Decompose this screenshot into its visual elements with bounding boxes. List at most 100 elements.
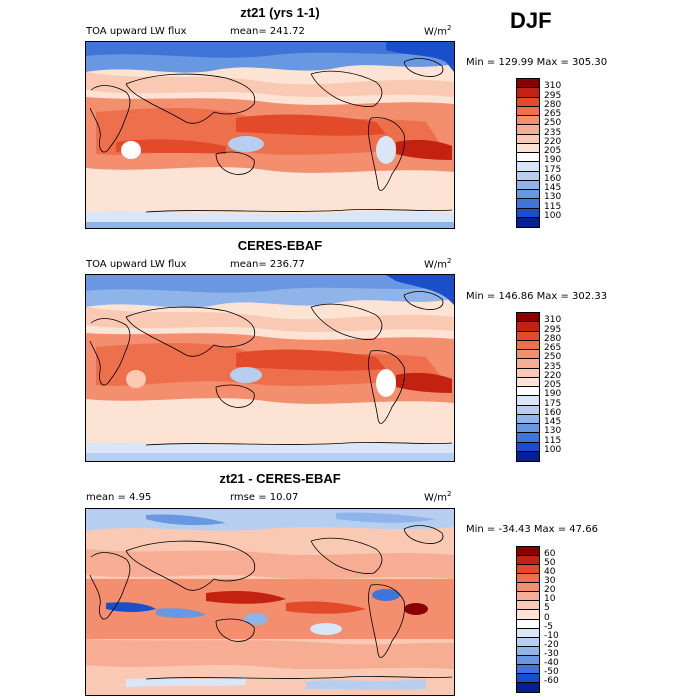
colorbar-swatch: [516, 142, 540, 153]
colorbar-label: 220: [544, 136, 562, 147]
colorbar-label: 220: [544, 370, 562, 381]
colorbar-swatch: [516, 312, 540, 323]
colorbar-swatch: [516, 367, 540, 378]
colorbar-label: 160: [544, 407, 562, 418]
panel2-title: CERES-EBAF: [237, 238, 323, 253]
colorbar-label: 265: [544, 109, 562, 119]
colorbar-label: 250: [544, 118, 562, 129]
colorbar-swatch: [516, 404, 540, 415]
colorbar-label: 100: [544, 210, 562, 221]
panel3-mean-label: mean = 4.95: [86, 492, 152, 503]
panel2-field-label: TOA upward LW flux: [86, 259, 187, 270]
colorbar-label: 190: [544, 389, 562, 400]
panel1-title: zt21 (yrs 1-1): [240, 5, 320, 20]
colorbar-swatch: [516, 654, 540, 665]
colorbar-swatch: [516, 609, 540, 620]
panel3-colorbar: 60 50 40 30 20 10 5 0 -5 -10 -20 -30 -40 -50 -60: [516, 546, 576, 693]
colorbar-label: -60: [544, 675, 559, 686]
colorbar-swatch: [516, 582, 540, 593]
season-label: DJF: [510, 8, 552, 33]
panel2-colorbar: 310 295 280 265 250 235 220 205 190 175 160 145 130 1…: [516, 312, 576, 462]
colorbar-swatch: [516, 207, 540, 218]
colorbar-swatch: [516, 672, 540, 683]
colorbar-label: 40: [544, 567, 556, 578]
panel1-units: W/m2: [424, 24, 452, 38]
colorbar-label: 265: [544, 343, 562, 353]
colorbar-swatch: [516, 663, 540, 674]
colorbar-swatch: [516, 179, 540, 190]
colorbar-swatch: [516, 161, 540, 172]
colorbar-swatch: [516, 349, 540, 360]
colorbar-label: -30: [544, 648, 559, 659]
colorbar-swatch: [516, 423, 540, 434]
colorbar-swatch: [516, 450, 540, 462]
colorbar-swatch: [516, 339, 540, 350]
colorbar-label: 50: [544, 558, 556, 569]
colorbar-label: 205: [544, 146, 562, 156]
colorbar-swatch: [516, 96, 540, 107]
colorbar-swatch: [516, 115, 540, 126]
colorbar-swatch: [516, 386, 540, 397]
colorbar-swatch: [516, 618, 540, 629]
colorbar-swatch: [516, 330, 540, 341]
panel1-mean-label: mean= 241.72: [230, 26, 305, 37]
colorbar-label: 190: [544, 155, 562, 166]
colorbar-swatch: [516, 564, 540, 575]
colorbar-label: 145: [544, 183, 562, 193]
colorbar-label: 115: [544, 435, 562, 446]
colorbar-swatch: [516, 105, 540, 116]
colorbar-swatch: [516, 441, 540, 452]
colorbar-label: 280: [544, 333, 562, 344]
colorbar-label: 310: [544, 315, 562, 326]
colorbar-swatch: [516, 133, 540, 144]
colorbar-label: -10: [544, 630, 559, 641]
colorbar-label: 250: [544, 352, 562, 363]
colorbar-swatch: [516, 152, 540, 163]
colorbar-label: 5: [544, 603, 550, 614]
panel2-units: W/m2: [424, 257, 452, 271]
colorbar-label: 130: [544, 426, 562, 437]
colorbar-label: 235: [544, 127, 562, 138]
panel3-title: zt21 - CERES-EBAF: [219, 471, 341, 486]
colorbar-swatch: [516, 198, 540, 209]
colorbar-swatch: [516, 546, 540, 557]
colorbar-swatch: [516, 189, 540, 200]
colorbar-swatch: [516, 395, 540, 406]
colorbar-label: 160: [544, 173, 562, 184]
colorbar-swatch: [516, 573, 540, 584]
colorbar-swatch: [516, 432, 540, 443]
colorbar-label: 30: [544, 576, 556, 587]
colorbar-label: -5: [544, 621, 553, 632]
colorbar-label: 145: [544, 417, 562, 427]
colorbar-label: 295: [544, 324, 562, 335]
colorbar-swatch: [516, 636, 540, 647]
colorbar-swatch: [516, 170, 540, 181]
colorbar-label: 280: [544, 99, 562, 110]
panel2-mean-label: mean= 236.77: [230, 259, 305, 270]
colorbar-label: 295: [544, 90, 562, 101]
colorbar-label: -20: [544, 639, 559, 650]
colorbar-swatch: [516, 627, 540, 638]
colorbar-label: 20: [544, 585, 556, 596]
colorbar-swatch: [516, 555, 540, 566]
panel3-rmse-label: rmse = 10.07: [230, 492, 299, 503]
colorbar-label: 205: [544, 380, 562, 390]
colorbar-label: 0: [544, 612, 550, 623]
colorbar-swatch: [516, 645, 540, 656]
colorbar-swatch: [516, 591, 540, 602]
colorbar-label: 10: [544, 594, 556, 605]
panel3-minmax: Min = -34.43 Max = 47.66: [466, 524, 598, 535]
colorbar-swatch: [516, 413, 540, 424]
colorbar-swatch: [516, 124, 540, 135]
panel1-colorbar: 310 295 280 265 250 235 220 205 190 175 160 145 130 1…: [516, 78, 576, 228]
colorbar-label: -50: [544, 666, 559, 677]
colorbar-label: 130: [544, 192, 562, 203]
colorbar-label: 100: [544, 444, 562, 455]
panel1-field-label: TOA upward LW flux: [86, 26, 187, 37]
colorbar-swatch: [516, 358, 540, 369]
colorbar-label: 310: [544, 81, 562, 92]
colorbar-swatch: [516, 87, 540, 98]
colorbar-swatch: [516, 216, 540, 228]
panel1-map: [85, 41, 455, 229]
panel1-minmax: Min = 129.99 Max = 305.30: [466, 57, 608, 68]
